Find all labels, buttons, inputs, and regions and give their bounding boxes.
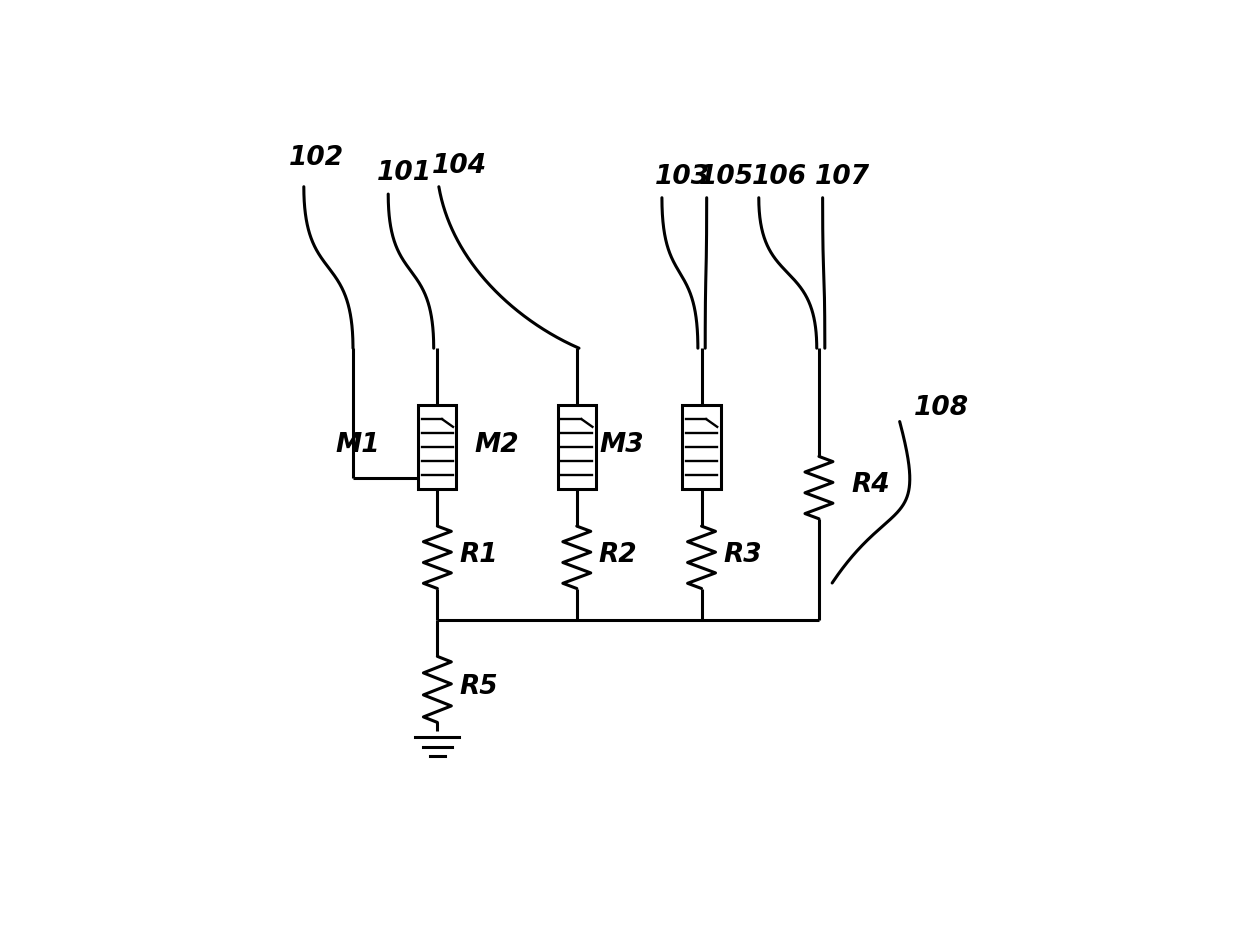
- Text: R5: R5: [459, 673, 498, 699]
- Text: M2: M2: [475, 431, 520, 457]
- Text: 107: 107: [815, 164, 870, 189]
- Text: R2: R2: [599, 541, 637, 567]
- Text: 104: 104: [432, 152, 486, 179]
- Text: 108: 108: [914, 394, 970, 421]
- Text: R3: R3: [724, 541, 763, 567]
- Bar: [558, 406, 596, 490]
- Text: R1: R1: [459, 541, 498, 567]
- Text: 102: 102: [289, 146, 345, 171]
- Text: 106: 106: [751, 164, 806, 189]
- Bar: [682, 406, 720, 490]
- Text: 105: 105: [699, 164, 754, 189]
- Text: 103: 103: [655, 164, 709, 189]
- Bar: [418, 406, 456, 490]
- Text: M3: M3: [600, 431, 645, 457]
- Text: 101: 101: [377, 160, 433, 186]
- Text: R4: R4: [851, 471, 890, 497]
- Text: M1: M1: [336, 431, 381, 457]
